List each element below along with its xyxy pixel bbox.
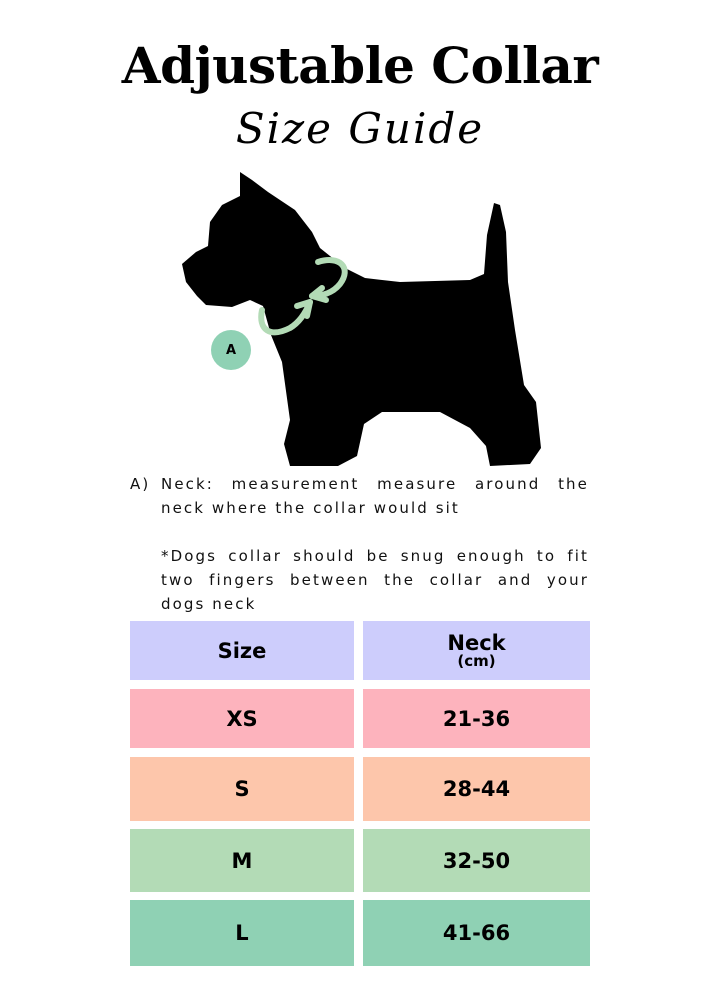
page-title: Adjustable Collar bbox=[121, 36, 599, 95]
table-row: M 32-50 bbox=[130, 829, 590, 892]
size-cell: S bbox=[130, 757, 354, 821]
dog-body bbox=[182, 172, 541, 466]
page-subtitle: Size Guide bbox=[235, 104, 485, 153]
header-size: Size bbox=[130, 621, 354, 680]
neck-instruction: Neck: measurement measure around the nec… bbox=[161, 475, 589, 517]
size-cell: M bbox=[130, 829, 354, 892]
size-cell: L bbox=[130, 900, 354, 966]
collar-arrow-icon bbox=[258, 257, 348, 336]
measurement-description: A) Neck: measurement measure around the … bbox=[130, 472, 589, 616]
table-row: S 28-44 bbox=[130, 757, 590, 821]
header-neck: Neck (cm) bbox=[363, 621, 590, 680]
dog-silhouette-icon bbox=[182, 172, 541, 466]
size-cell: XS bbox=[130, 689, 354, 748]
neck-cell: 32-50 bbox=[363, 829, 590, 892]
neck-cell: 41-66 bbox=[363, 900, 590, 966]
measurement-badge-a: A bbox=[211, 330, 251, 370]
neck-cell: 21-36 bbox=[363, 689, 590, 748]
item-marker: A) bbox=[130, 475, 151, 493]
table-row: XS 21-36 bbox=[130, 689, 590, 748]
header-size-label: Size bbox=[217, 638, 267, 663]
fit-note: *Dogs collar should be snug enough to fi… bbox=[161, 547, 589, 613]
header-neck-unit: (cm) bbox=[457, 652, 496, 670]
table-row: L 41-66 bbox=[130, 900, 590, 966]
neck-cell: 28-44 bbox=[363, 757, 590, 821]
table-header-row: Size Neck (cm) bbox=[130, 621, 590, 680]
header-neck-label: Neck bbox=[447, 631, 506, 655]
